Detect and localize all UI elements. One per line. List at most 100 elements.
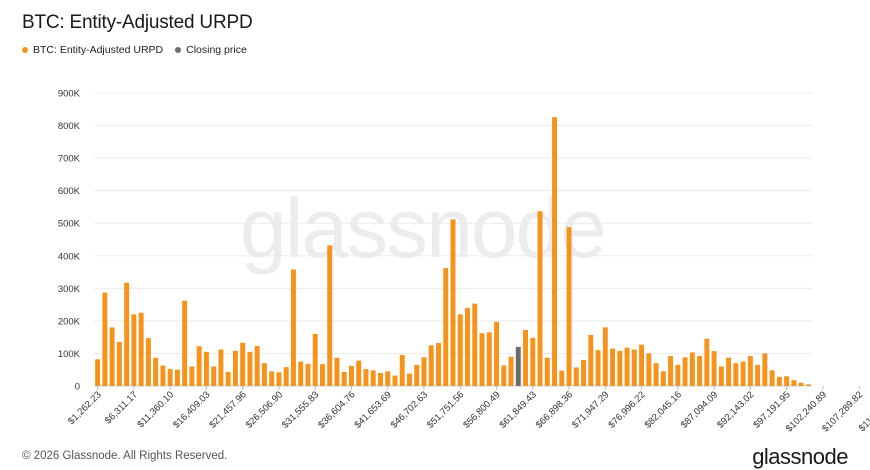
urpd-bar[interactable] xyxy=(167,369,173,386)
urpd-bar[interactable] xyxy=(682,357,688,386)
urpd-bar[interactable] xyxy=(602,327,608,386)
urpd-bar[interactable] xyxy=(225,372,231,386)
urpd-bar[interactable] xyxy=(211,366,217,386)
urpd-bar[interactable] xyxy=(523,330,528,386)
urpd-bar[interactable] xyxy=(363,369,369,386)
urpd-bar[interactable] xyxy=(305,363,311,386)
urpd-bar[interactable] xyxy=(769,370,775,386)
urpd-bar[interactable] xyxy=(595,350,601,386)
urpd-bar[interactable] xyxy=(370,370,376,386)
urpd-bar[interactable] xyxy=(552,117,557,386)
urpd-bar[interactable] xyxy=(711,351,717,386)
urpd-bar[interactable] xyxy=(624,347,630,386)
urpd-bar[interactable] xyxy=(283,367,289,386)
urpd-bar[interactable] xyxy=(145,338,151,386)
urpd-bar[interactable] xyxy=(407,373,412,386)
urpd-bar[interactable] xyxy=(798,382,804,386)
urpd-bar[interactable] xyxy=(544,357,550,386)
urpd-bar[interactable] xyxy=(421,357,427,386)
urpd-bar[interactable] xyxy=(95,359,101,386)
urpd-bar[interactable] xyxy=(138,312,144,386)
urpd-bar[interactable] xyxy=(203,351,209,386)
urpd-bar[interactable] xyxy=(392,375,398,386)
urpd-bar[interactable] xyxy=(240,342,246,386)
urpd-bar[interactable] xyxy=(341,372,347,386)
urpd-bar[interactable] xyxy=(356,360,362,386)
legend-item-urpd[interactable]: BTC: Entity-Adjusted URPD xyxy=(22,44,163,56)
urpd-bar[interactable] xyxy=(508,356,514,386)
urpd-bar[interactable] xyxy=(733,363,739,386)
urpd-bar[interactable] xyxy=(472,303,478,386)
urpd-bar[interactable] xyxy=(457,314,463,386)
urpd-bar[interactable] xyxy=(102,292,108,386)
urpd-bar[interactable] xyxy=(646,353,652,386)
urpd-bar[interactable] xyxy=(247,351,253,386)
urpd-bar[interactable] xyxy=(653,363,659,386)
urpd-bar[interactable] xyxy=(537,211,543,386)
urpd-bar[interactable] xyxy=(631,349,637,386)
urpd-bar[interactable] xyxy=(617,350,623,386)
urpd-bar[interactable] xyxy=(378,372,383,386)
urpd-bar[interactable] xyxy=(385,371,391,386)
urpd-bar[interactable] xyxy=(428,345,434,386)
urpd-bar[interactable] xyxy=(174,369,180,386)
urpd-bar[interactable] xyxy=(290,269,296,386)
urpd-bar[interactable] xyxy=(675,364,681,386)
urpd-bar[interactable] xyxy=(218,349,224,386)
urpd-bar[interactable] xyxy=(486,332,492,386)
urpd-bar[interactable] xyxy=(762,353,768,386)
urpd-bar[interactable] xyxy=(791,380,797,386)
urpd-bar[interactable] xyxy=(559,370,565,386)
urpd-bar[interactable] xyxy=(276,372,282,386)
urpd-bar[interactable] xyxy=(610,348,616,386)
urpd-bar[interactable] xyxy=(254,345,260,386)
urpd-bar[interactable] xyxy=(784,376,790,386)
urpd-bar[interactable] xyxy=(124,282,130,386)
urpd-bar[interactable] xyxy=(153,357,159,386)
urpd-bar[interactable] xyxy=(776,376,782,386)
urpd-bar[interactable] xyxy=(196,346,202,386)
urpd-bar[interactable] xyxy=(588,334,594,386)
urpd-bar[interactable] xyxy=(689,352,695,386)
urpd-bar[interactable] xyxy=(573,367,579,386)
urpd-bar[interactable] xyxy=(182,300,188,386)
urpd-bar[interactable] xyxy=(530,337,536,386)
urpd-bar[interactable] xyxy=(494,321,499,386)
urpd-bar[interactable] xyxy=(668,356,674,386)
urpd-bar[interactable] xyxy=(740,361,746,386)
urpd-bar[interactable] xyxy=(414,364,420,386)
urpd-bar[interactable] xyxy=(319,364,325,386)
urpd-bar[interactable] xyxy=(479,333,485,386)
urpd-bar[interactable] xyxy=(298,361,304,386)
brand-logo[interactable]: glassnode xyxy=(752,444,848,469)
urpd-bar[interactable] xyxy=(726,357,732,386)
urpd-bar[interactable] xyxy=(718,366,724,386)
urpd-bar[interactable] xyxy=(232,350,238,386)
urpd-bar[interactable] xyxy=(755,364,761,386)
urpd-bar[interactable] xyxy=(327,245,333,386)
urpd-bar[interactable] xyxy=(131,314,137,386)
urpd-bar[interactable] xyxy=(349,365,354,386)
urpd-bar[interactable] xyxy=(160,365,166,386)
urpd-bar[interactable] xyxy=(312,333,318,386)
urpd-bar[interactable] xyxy=(261,363,267,386)
urpd-bar[interactable] xyxy=(747,356,753,386)
urpd-bar[interactable] xyxy=(566,227,572,386)
urpd-bar[interactable] xyxy=(501,365,507,386)
urpd-bar[interactable] xyxy=(581,359,587,386)
urpd-bar[interactable] xyxy=(443,268,449,386)
legend-item-closing-price[interactable]: Closing price xyxy=(175,44,247,56)
urpd-bar[interactable] xyxy=(109,327,115,386)
urpd-bar[interactable] xyxy=(399,355,405,386)
urpd-bar[interactable] xyxy=(805,384,811,386)
urpd-bar[interactable] xyxy=(116,342,122,386)
urpd-bar[interactable] xyxy=(704,338,710,386)
urpd-bar[interactable] xyxy=(436,343,441,386)
urpd-bar[interactable] xyxy=(450,219,456,386)
urpd-bar[interactable] xyxy=(639,344,645,386)
urpd-bar[interactable] xyxy=(660,371,666,386)
urpd-bar[interactable] xyxy=(334,357,340,386)
urpd-bar[interactable] xyxy=(697,356,703,386)
urpd-bar[interactable] xyxy=(269,371,275,386)
closing-price-bar[interactable] xyxy=(515,346,521,386)
